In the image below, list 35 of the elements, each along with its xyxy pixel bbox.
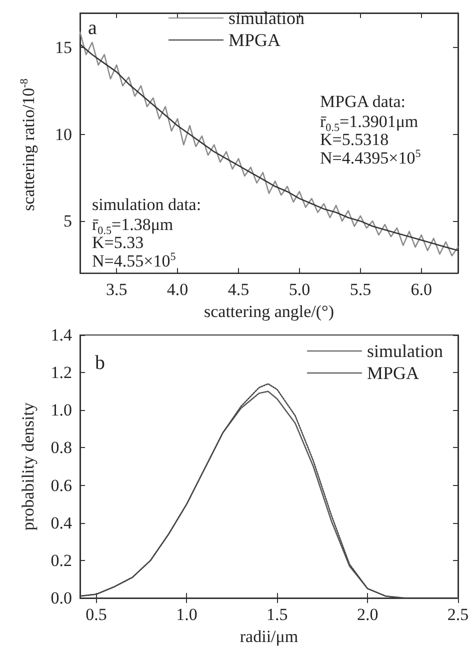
annotation: b [95,352,105,374]
x-tick-label: 6.0 [410,280,432,300]
y-tick-label: 0.8 [50,438,72,458]
y-tick-label: 15 [55,38,72,58]
y-tick-label: 10 [55,124,72,144]
y-tick-label: 0.4 [50,513,72,532]
legend-label: simulation [228,8,304,28]
x-tick-label: 0.5 [86,605,107,624]
x-tick-label: 4.5 [228,280,250,300]
x-tick-label: 3.5 [106,280,128,300]
annotation: simulation data: [92,195,202,214]
y-tick-label: 5 [64,212,72,231]
y-tick-label: 0.2 [50,550,72,570]
y-tick-label: 1.4 [50,326,72,344]
annotation: MPGA data: [320,92,406,111]
y-tick-label: 0.0 [50,588,72,608]
y-tick-label: 1.0 [50,400,72,420]
x-tick-label: 5.0 [288,280,310,300]
legend-label: MPGA [367,363,420,383]
annotation: N=4.55×10$^{5}$ [92,251,176,271]
y-tick-label: 1.2 [50,363,72,382]
legend-label: MPGA [228,30,281,50]
annotation: N=4.4395×10$^{5}$ [320,148,421,168]
y-tick-label: 0.6 [50,476,72,495]
x-tick-label: 4.0 [166,280,188,300]
x-tick-label: 1.0 [176,605,198,624]
y-axis-title: probability density [18,402,38,530]
x-tick-label: 5.5 [350,280,372,300]
x-axis-title: scattering angle/(°) [204,302,334,321]
x-tick-label: 2.0 [356,605,378,624]
x-tick-label: 2.5 [447,605,469,624]
legend-label: simulation [367,341,443,361]
x-axis-title: radii/μm [240,626,298,646]
annotation: a [88,17,97,39]
x-tick-label: 1.5 [266,605,288,624]
